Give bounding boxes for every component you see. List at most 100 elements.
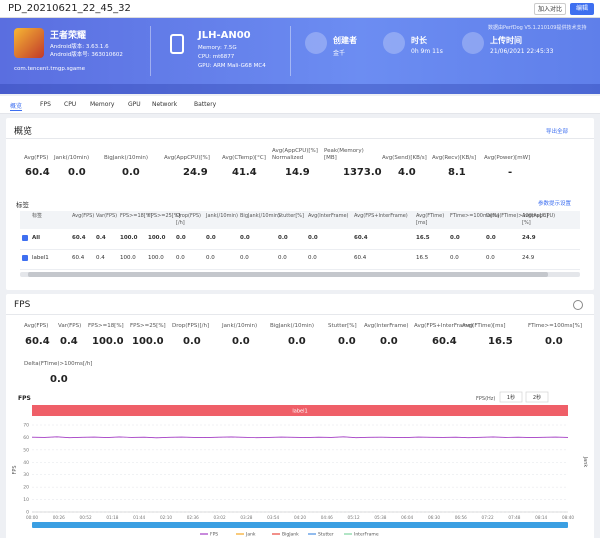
metric-value: 16.5 xyxy=(488,336,513,347)
table-header xyxy=(20,211,580,229)
table-cell: 60.4 xyxy=(72,235,86,241)
table-cell: 100.0 xyxy=(148,235,166,241)
info-value: 金千 xyxy=(333,50,346,57)
table-cell: 16.5 xyxy=(416,235,430,241)
table-cell: 100.0 xyxy=(120,255,136,261)
tab[interactable]: Battery xyxy=(194,101,217,108)
column-header: BigJank(/10min) xyxy=(240,213,280,219)
info-label: 创建者 xyxy=(333,36,357,45)
section-title: 标签 xyxy=(16,201,29,209)
card-title: 概览 xyxy=(14,127,33,137)
column-header: Avg(InterFrame) xyxy=(308,213,349,219)
metric-value: 0.0 xyxy=(380,336,398,347)
banner-strip xyxy=(0,84,600,94)
metric-value: 60.4 xyxy=(25,336,50,347)
metric-value: 100.0 xyxy=(92,336,124,347)
table-cell: 0.0 xyxy=(308,235,318,241)
metric-value: 0.0 xyxy=(338,336,356,347)
table-cell: 0.0 xyxy=(308,255,317,261)
collapse-button[interactable] xyxy=(573,300,583,310)
top-bar xyxy=(0,0,600,18)
device-memory: Memory: 7.5G xyxy=(198,45,237,51)
divider xyxy=(150,26,151,76)
metric-value: - xyxy=(508,167,513,178)
column-header: Drop(FPS)[/h] xyxy=(176,213,201,226)
metric-value: 0.4 xyxy=(60,336,78,347)
device-gpu: GPU: ARM Mali-G68 MC4 xyxy=(198,63,266,69)
table-cell: 0.0 xyxy=(176,235,186,241)
metric-label: Avg(FPS) xyxy=(24,323,49,329)
column-header: Stutter[%] xyxy=(278,213,305,219)
overview-card xyxy=(6,118,594,290)
tab[interactable]: CPU xyxy=(64,101,77,108)
metric-label: Drop(FPS)[/h] xyxy=(172,323,210,329)
metric-value: 1373.0 xyxy=(343,167,382,178)
metric-label: Peak(Memory)[MB] xyxy=(324,148,364,161)
table-cell: 0.0 xyxy=(206,235,216,241)
button[interactable]: 加入对比 xyxy=(534,3,566,15)
metric-value: 0.0 xyxy=(122,167,140,178)
table-cell: 0.4 xyxy=(96,235,106,241)
info-icon xyxy=(462,32,484,54)
app-package: com.tencent.tmgp.sgame xyxy=(14,66,86,72)
notice: 数据由PerfDog V5.1.210109提供技术支持 xyxy=(488,25,587,31)
tab[interactable]: FPS xyxy=(40,101,51,108)
device-icon xyxy=(170,34,184,54)
metric-label: Avg(Send)[KB/s] xyxy=(382,155,427,161)
table-cell: 60.4 xyxy=(354,235,368,241)
table-cell: 24.9 xyxy=(522,255,535,261)
metric-value: 4.0 xyxy=(398,167,416,178)
column-header: FPS>=25[%] xyxy=(148,213,181,219)
metric-label: Avg(Recv)[KB/s] xyxy=(432,155,477,161)
metric-value: 8.1 xyxy=(448,167,466,178)
metric-value: 0.0 xyxy=(545,336,563,347)
fps-card xyxy=(6,294,594,538)
table-cell: 24.9 xyxy=(522,235,536,241)
column-header: FPS>=18[%] xyxy=(120,213,153,219)
row-divider xyxy=(20,269,580,270)
column-header: Avg(FPS+InterFrame) xyxy=(354,213,408,219)
app-version: Android版本: 3.63.1.6 xyxy=(50,44,109,50)
metric-label: Avg(InterFrame) xyxy=(364,323,409,329)
card-title: FPS xyxy=(14,300,31,310)
metric-value: 100.0 xyxy=(132,336,164,347)
app-name: 王者荣耀 xyxy=(50,31,87,41)
info-label: 上传时间 xyxy=(490,36,522,45)
table-cell: 0.0 xyxy=(206,255,215,261)
row-checkbox[interactable] xyxy=(22,255,28,261)
table-cell: 60.4 xyxy=(72,255,85,261)
scrollbar-thumb[interactable] xyxy=(28,272,548,277)
table-cell: All xyxy=(32,235,41,241)
table-cell: 0.0 xyxy=(278,235,288,241)
tab[interactable]: Network xyxy=(152,101,178,108)
device-cpu: CPU: mt6877 xyxy=(198,54,235,60)
link[interactable]: 导出全部 xyxy=(546,129,569,135)
column-header: Jank(/10min) xyxy=(206,213,238,219)
row-checkbox[interactable] xyxy=(22,235,28,241)
tab[interactable]: 概览 xyxy=(10,103,23,111)
table-cell: 0.0 xyxy=(450,255,459,261)
app-version-code: Android版本号: 363010602 xyxy=(50,52,123,58)
info-label: 时长 xyxy=(411,36,427,45)
column-header: Avg(FPS) xyxy=(72,213,95,219)
tab[interactable]: Memory xyxy=(90,101,115,108)
summary-banner xyxy=(0,18,600,94)
table-cell: 0.0 xyxy=(176,255,185,261)
column-header: Avg(FTime)[ms] xyxy=(416,213,445,226)
metric-value: 0.0 xyxy=(232,336,250,347)
metric-label: FPS>=18[%] xyxy=(88,323,124,329)
link[interactable]: 参数提示设置 xyxy=(538,201,572,207)
metric-value: 14.9 xyxy=(285,167,310,178)
table-viewport: 标签 All label1 Avg(FPS) 60.4 60.4 Var(FPS) 0.4 0.… xyxy=(20,211,580,271)
metric-label: BigJank(/10min) xyxy=(270,323,314,329)
metric-value: 41.4 xyxy=(232,167,257,178)
column-header: 标签 xyxy=(32,213,43,219)
button[interactable]: 编辑 xyxy=(570,3,594,15)
tab[interactable]: GPU xyxy=(128,101,141,108)
metric-value: 24.9 xyxy=(183,167,208,178)
table-cell: 0.4 xyxy=(96,255,105,261)
app-icon xyxy=(14,28,44,58)
table-cell: 0.0 xyxy=(486,235,496,241)
row-divider xyxy=(20,249,580,250)
metric-label: Delta(FTime)>100ms[/h] xyxy=(24,361,93,367)
